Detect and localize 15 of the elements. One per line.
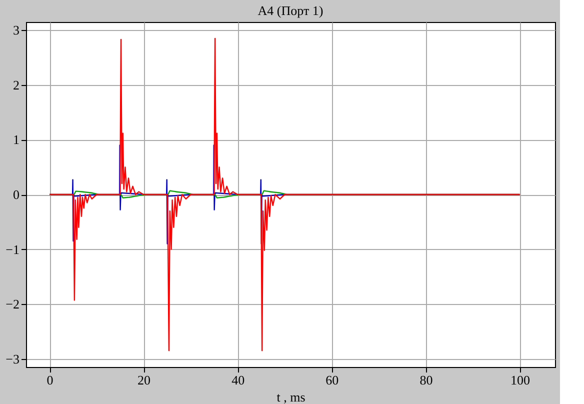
y-tick-label: 1 — [13, 132, 20, 148]
x-tick-label: 40 — [232, 372, 245, 388]
y-tick-label: 0 — [13, 187, 20, 202]
x-tick-label: 80 — [420, 372, 433, 388]
x-tick-label: 100 — [510, 372, 530, 388]
x-tick-label: 20 — [138, 372, 151, 388]
chart-title: A4 (Порт 1) — [258, 3, 324, 18]
y-tick-label: −1 — [6, 242, 20, 257]
y-tick-label: 3 — [13, 22, 20, 38]
x-tick-label: 0 — [46, 372, 54, 388]
x-tick-label: 60 — [326, 372, 339, 388]
y-tick-label: −3 — [6, 351, 20, 366]
y-tick-label: −2 — [6, 296, 20, 312]
x-axis-title: t , ms — [276, 390, 306, 404]
y-tick-label: 2 — [13, 77, 20, 92]
